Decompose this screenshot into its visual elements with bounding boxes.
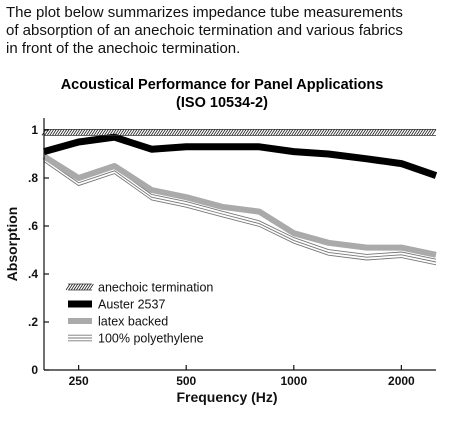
- x-axis-label: Frequency (Hz): [176, 389, 277, 405]
- series-line: [43, 161, 437, 266]
- chart-title-line-2: (ISO 10534-2): [176, 95, 268, 111]
- legend-item: anechoic termination: [65, 281, 213, 295]
- legend-label: latex backed: [98, 315, 168, 329]
- intro-text: The plot below summarizes impedance tube…: [6, 4, 446, 58]
- tick-layer: 0 .2 .4 .6 .8 1 250 500 1000 2000: [28, 123, 415, 388]
- series-latex-backed: [42, 153, 437, 258]
- legend-item: 100% polyethylene: [68, 332, 204, 346]
- chart-title-line-1: Acoustical Performance for Panel Applica…: [61, 77, 384, 93]
- x-tick-label: 250: [69, 374, 89, 388]
- legend-label: 100% polyethylene: [98, 332, 204, 346]
- y-tick-label: .4: [28, 267, 38, 281]
- y-tick-label: .6: [28, 219, 38, 233]
- legend: anechoic termination Auster 2537 latex bac…: [65, 281, 213, 346]
- y-tick-label: 0: [31, 363, 38, 377]
- series-auster-2537: [43, 133, 438, 179]
- x-tick-label: 500: [176, 374, 196, 388]
- y-tick-label: 1: [31, 123, 38, 137]
- y-tick-label: .2: [28, 315, 38, 329]
- legend-label: anechoic termination: [98, 281, 213, 295]
- y-tick-label: .8: [28, 171, 38, 185]
- x-tick-label: 1000: [280, 374, 307, 388]
- legend-swatch: [65, 283, 94, 291]
- intro-line: of absorption of an anechoic termination…: [6, 22, 403, 39]
- x-tick-label: 2000: [388, 374, 415, 388]
- intro-line: The plot below summarizes impedance tube…: [6, 4, 403, 21]
- legend-item: Auster 2537: [68, 298, 165, 312]
- legend-swatch: [68, 334, 92, 342]
- series-line: [42, 153, 437, 258]
- series-line: [43, 133, 438, 179]
- series-line: [43, 158, 437, 263]
- y-axis-label: Absorption: [4, 207, 20, 282]
- legend-item: latex backed: [68, 315, 168, 329]
- legend-label: Auster 2537: [98, 298, 165, 312]
- series-anechoic-termination: [41, 128, 437, 136]
- intro-line: in front of the anechoic termination.: [6, 40, 241, 57]
- series-layer: [41, 128, 438, 266]
